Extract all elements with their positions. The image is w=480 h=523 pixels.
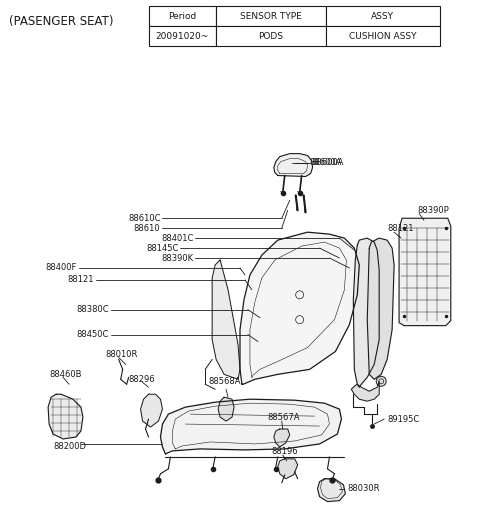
Polygon shape — [160, 399, 341, 454]
Text: 88600A: 88600A — [312, 158, 344, 167]
Text: 88121: 88121 — [387, 224, 414, 233]
Polygon shape — [141, 394, 162, 427]
Polygon shape — [351, 381, 379, 401]
Bar — [325, 6, 440, 26]
Polygon shape — [218, 397, 234, 421]
Polygon shape — [278, 459, 298, 479]
Text: 88296: 88296 — [129, 375, 155, 384]
Text: ASSY: ASSY — [371, 12, 394, 21]
Text: (PASENGER SEAT): (PASENGER SEAT) — [9, 16, 114, 28]
Polygon shape — [353, 238, 379, 387]
Polygon shape — [367, 238, 394, 379]
Text: 89195C: 89195C — [387, 415, 420, 424]
Text: 88380C: 88380C — [76, 305, 109, 314]
Bar — [148, 6, 216, 26]
Polygon shape — [240, 232, 360, 384]
Text: 88600A: 88600A — [310, 158, 342, 167]
Text: 88568A: 88568A — [208, 377, 240, 386]
Text: 20091020~: 20091020~ — [156, 32, 209, 41]
Bar — [216, 6, 325, 26]
Bar — [148, 26, 216, 46]
Polygon shape — [48, 394, 83, 439]
Text: PODS: PODS — [258, 32, 283, 41]
Polygon shape — [212, 260, 240, 379]
Text: 88390K: 88390K — [161, 254, 193, 263]
Polygon shape — [274, 429, 290, 447]
Text: CUSHION ASSY: CUSHION ASSY — [349, 32, 417, 41]
Text: 88390P: 88390P — [417, 206, 449, 215]
Text: 88145C: 88145C — [146, 244, 179, 253]
Text: 88400F: 88400F — [46, 264, 77, 272]
Polygon shape — [274, 154, 312, 176]
Text: 88610C: 88610C — [128, 214, 160, 223]
Bar — [216, 26, 325, 46]
Text: 88196: 88196 — [272, 447, 299, 457]
Ellipse shape — [376, 377, 386, 386]
Text: 88200D: 88200D — [53, 442, 86, 451]
Text: Period: Period — [168, 12, 196, 21]
Bar — [325, 26, 440, 46]
Text: 88010R: 88010R — [106, 350, 138, 359]
Polygon shape — [318, 479, 346, 502]
Text: 88030R: 88030R — [348, 484, 380, 493]
Text: 88460B: 88460B — [49, 370, 82, 379]
Text: 88567A: 88567A — [268, 413, 300, 422]
Polygon shape — [399, 218, 451, 326]
Text: 88121: 88121 — [67, 276, 94, 285]
Text: 88610: 88610 — [134, 224, 160, 233]
Text: 88401C: 88401C — [161, 234, 193, 243]
Text: 88450C: 88450C — [76, 330, 109, 339]
Text: SENSOR TYPE: SENSOR TYPE — [240, 12, 302, 21]
